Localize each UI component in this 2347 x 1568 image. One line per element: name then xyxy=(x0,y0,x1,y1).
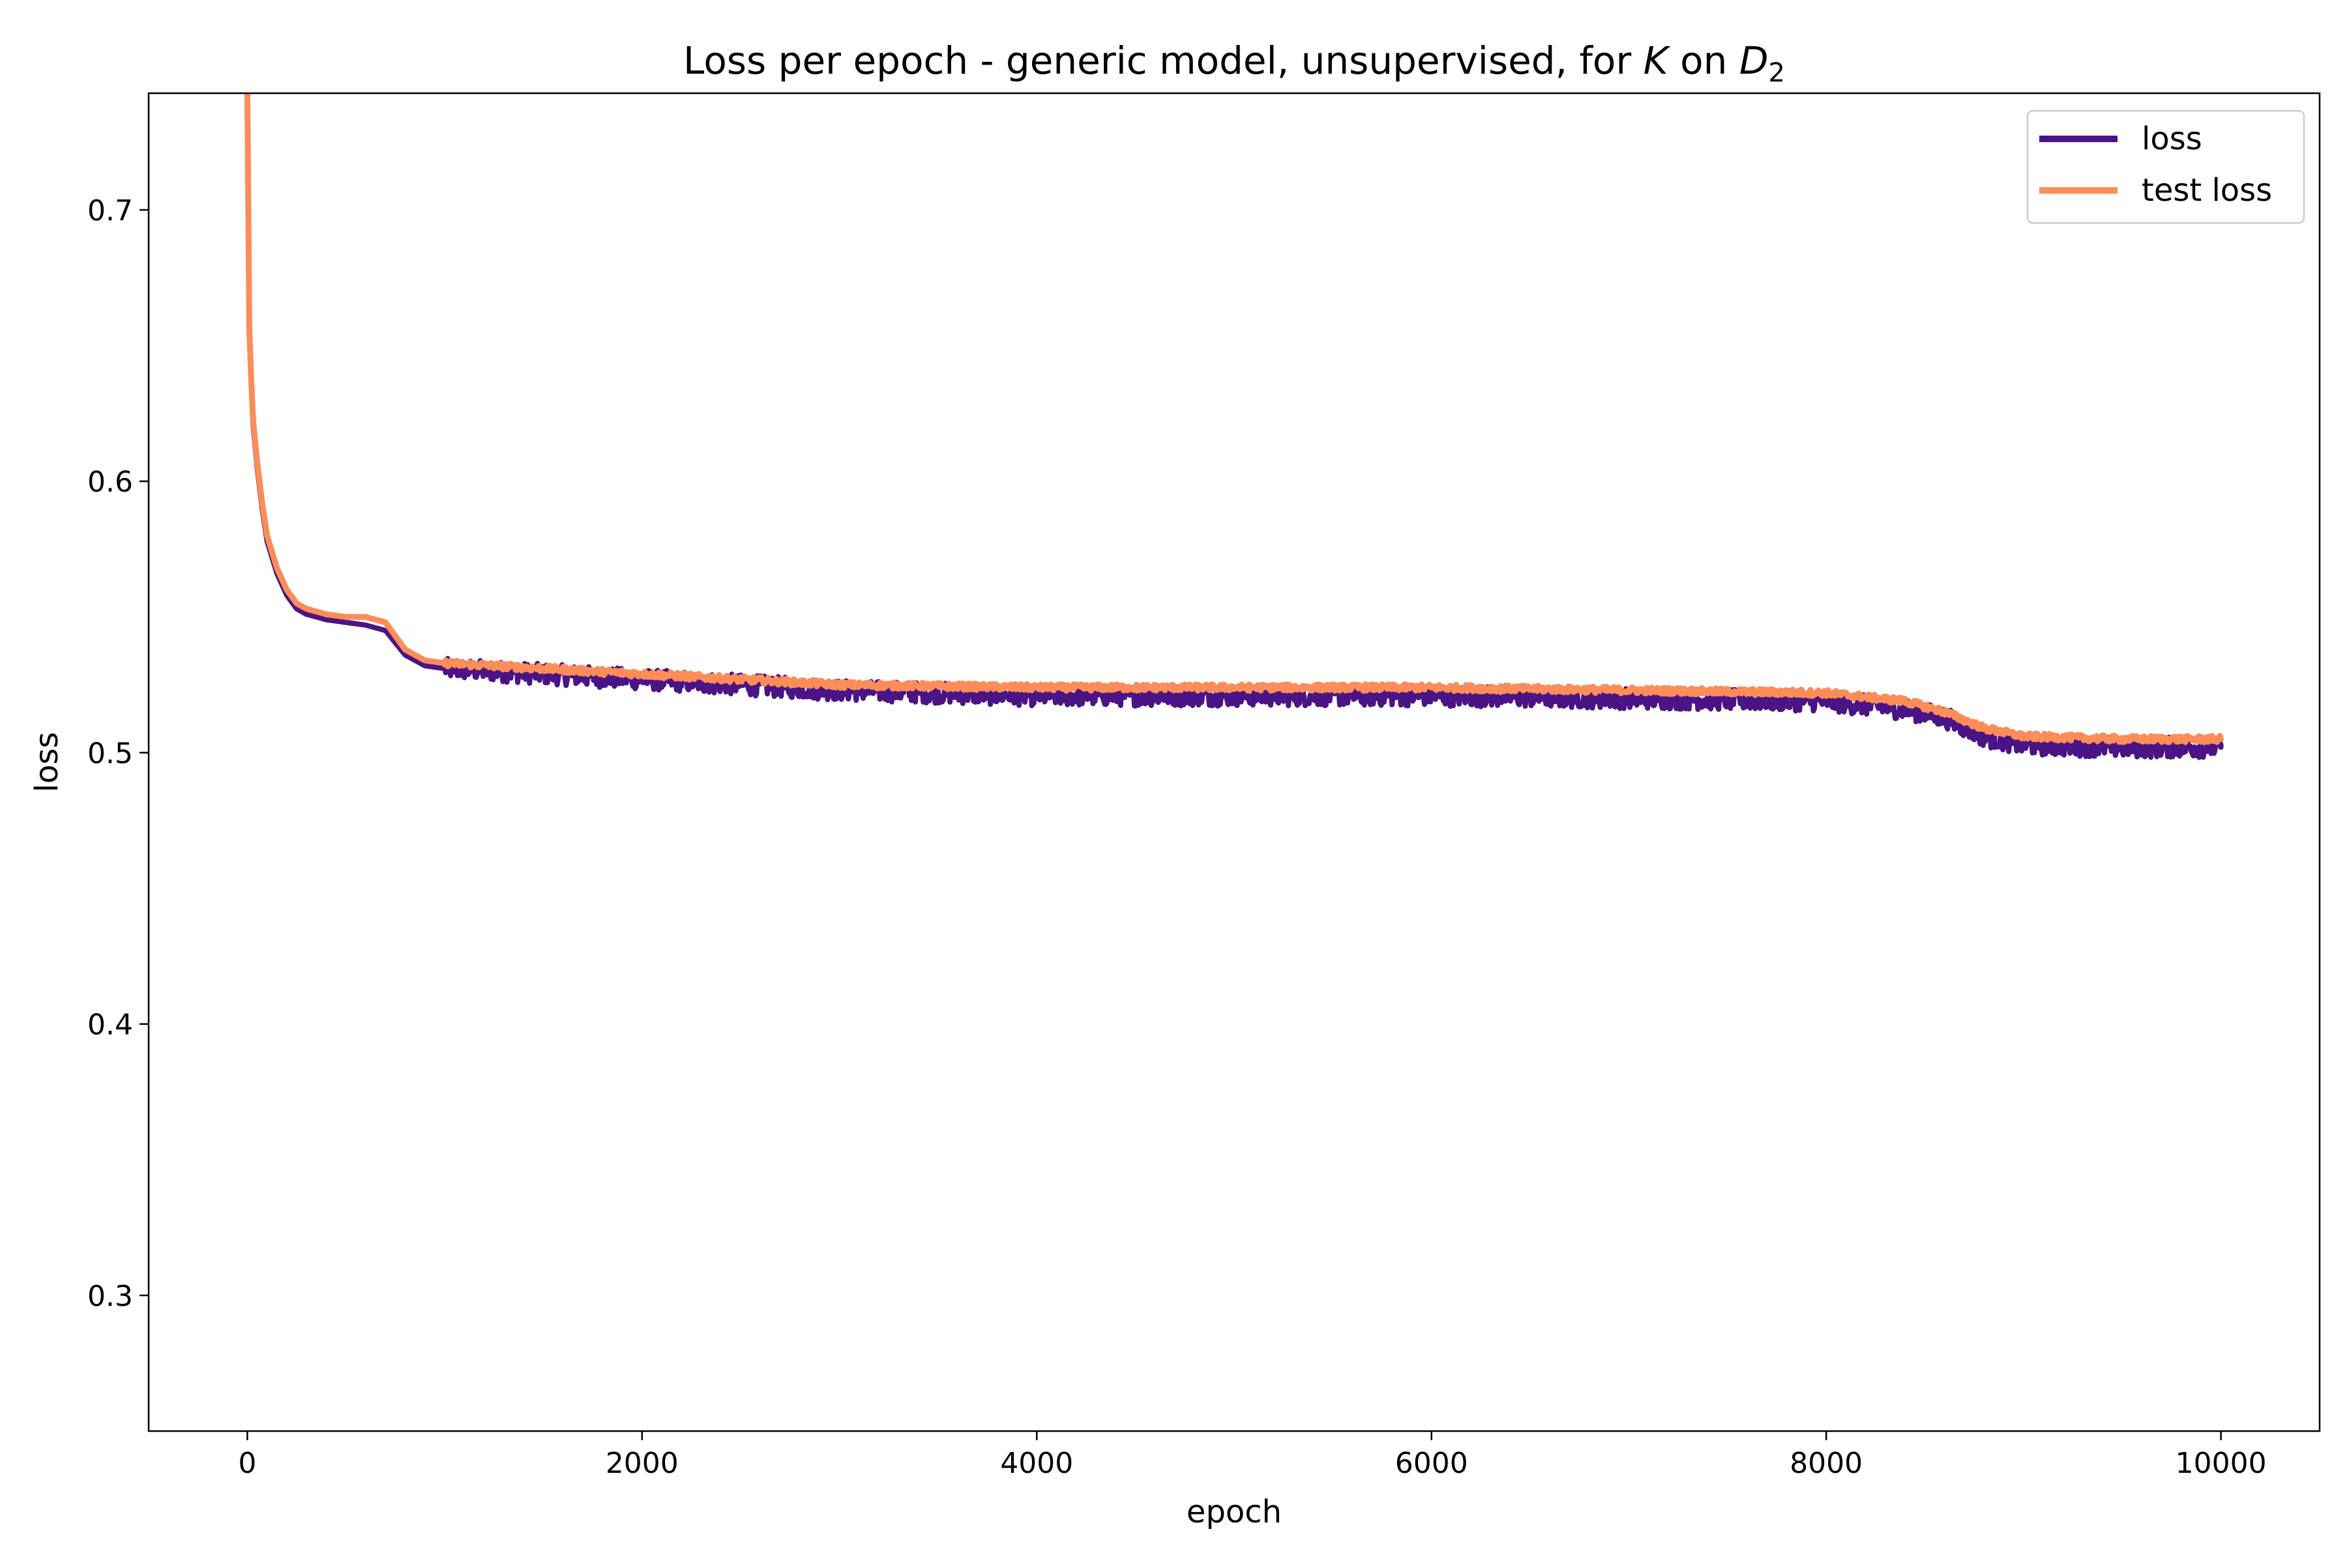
y-tick-label: 0.3 xyxy=(87,1280,133,1313)
legend: loss test loss xyxy=(2026,110,2305,224)
y-tick-label: 0.7 xyxy=(87,194,133,228)
x-axis-label: epoch xyxy=(1187,1494,1282,1530)
y-axis: 0.3 0.4 0.5 0.6 0.7 xyxy=(87,194,149,1313)
x-tick-label: 2000 xyxy=(606,1447,679,1480)
y-tick-label: 0.5 xyxy=(87,737,133,770)
y-axis-label: loss xyxy=(29,732,65,793)
chart-title: Loss per epoch - generic model, unsuperv… xyxy=(683,38,1785,88)
legend-label-loss: loss xyxy=(2142,121,2202,157)
plot-frame xyxy=(147,92,2321,1432)
y-tick-label: 0.6 xyxy=(87,466,133,499)
line-test-loss xyxy=(244,93,2224,745)
x-tick-label: 0 xyxy=(238,1447,256,1480)
x-tick-label: 4000 xyxy=(1000,1447,1073,1480)
x-tick-label: 6000 xyxy=(1395,1447,1468,1480)
x-tick-label: 10000 xyxy=(2176,1447,2267,1480)
legend-label-test-loss: test loss xyxy=(2142,172,2272,209)
x-axis: 0 2000 4000 6000 8000 10000 xyxy=(238,1431,2267,1480)
y-tick-label: 0.4 xyxy=(87,1009,133,1042)
series-layer xyxy=(244,93,2224,760)
line-loss xyxy=(244,93,2224,760)
x-tick-label: 8000 xyxy=(1790,1447,1863,1480)
